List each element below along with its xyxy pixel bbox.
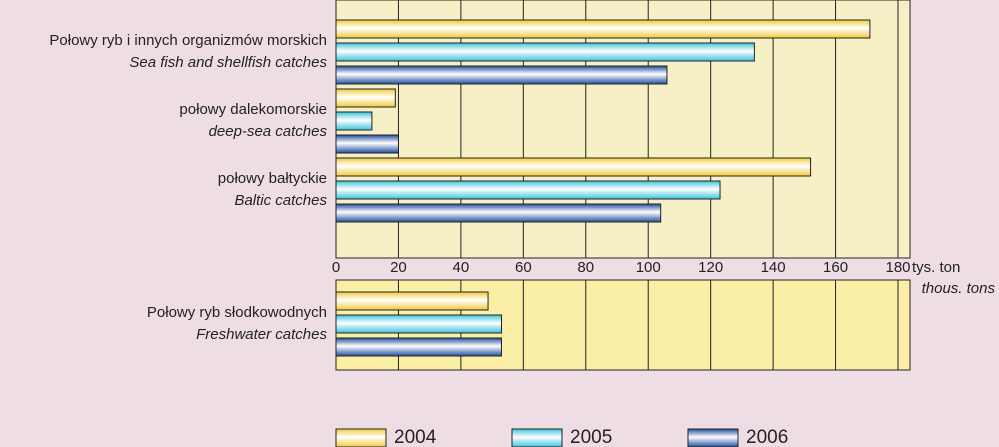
bar [335,19,871,39]
bar [335,291,489,311]
bar [335,180,721,200]
x-axis-label: tys. ton [912,259,960,276]
x-tick-label: 0 [332,259,340,276]
x-tick-label: 80 [577,259,594,276]
x-tick-label: 120 [698,259,723,276]
legend-label: 2006 [746,427,788,447]
x-tick-label: 60 [515,259,532,276]
x-tick-label: 180 [885,259,910,276]
x-tick-label: 100 [636,259,661,276]
x-tick-label: 140 [761,259,786,276]
bar [335,65,668,85]
legend-label: 2005 [570,427,612,447]
x-tick-label: 20 [390,259,407,276]
category-label-en: deep-sea catches [209,123,328,140]
x-axis-label-en: thous. tons [922,280,996,297]
category-label: Połowy ryb słodkowodnych [147,304,327,321]
bar [335,203,662,223]
category-label-en: Sea fish and shellfish catches [129,54,327,71]
legend-label: 2004 [394,427,437,447]
legend-swatch [511,428,563,447]
category-label-en: Baltic catches [234,192,327,209]
category-label: połowy bałtyckie [218,170,327,187]
category-label-en: Freshwater catches [196,326,327,343]
x-tick-label: 160 [823,259,848,276]
x-tick-label: 40 [453,259,470,276]
legend-swatch [335,428,387,447]
bar [335,337,502,357]
bar [335,111,373,131]
bar [335,88,396,108]
bar [335,314,502,334]
bar [335,42,755,62]
legend-swatch [687,428,739,447]
bar [335,157,812,177]
category-label: połowy dalekomorskie [179,101,327,118]
bar [335,134,399,154]
category-label: Połowy ryb i innych organizmów morskich [49,32,327,49]
